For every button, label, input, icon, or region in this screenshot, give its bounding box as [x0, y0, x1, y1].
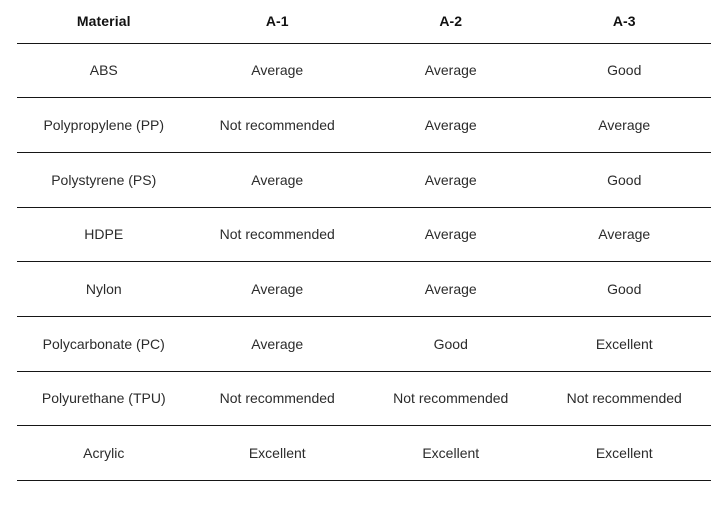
rating-cell: Excellent: [537, 425, 711, 481]
rating-cell: Not recommended: [537, 371, 711, 427]
material-cell: Acrylic: [17, 425, 191, 481]
rating-cell: Good: [537, 261, 711, 317]
rating-cell: Not recommended: [190, 207, 364, 263]
rating-cell: Excellent: [364, 425, 538, 481]
column-header-material: Material: [17, 0, 191, 44]
rating-cell: Good: [537, 152, 711, 208]
rating-cell: Average: [190, 261, 364, 317]
rating-cell: Average: [537, 97, 711, 153]
rating-cell: Average: [364, 97, 538, 153]
material-cell: Polypropylene (PP): [17, 97, 191, 153]
material-cell: Polyurethane (TPU): [17, 371, 191, 427]
column-header-a1: A-1: [190, 0, 364, 44]
rating-cell: Average: [364, 261, 538, 317]
rating-cell: Average: [190, 152, 364, 208]
material-cell: ABS: [17, 43, 191, 99]
table-row: ABS Average Average Good: [17, 43, 711, 99]
table-body: ABS Average Average Good Polypropylene (…: [17, 43, 711, 481]
rating-cell: Not recommended: [190, 371, 364, 427]
materials-compatibility-table: Material A-1 A-2 A-3 ABS Average Average…: [17, 0, 711, 481]
rating-cell: Average: [190, 316, 364, 372]
rating-cell: Good: [364, 316, 538, 372]
table-row: Nylon Average Average Good: [17, 261, 711, 317]
rating-cell: Average: [364, 207, 538, 263]
rating-cell: Average: [537, 207, 711, 263]
material-cell: Nylon: [17, 261, 191, 317]
table-row: Polystyrene (PS) Average Average Good: [17, 152, 711, 208]
table-row: Polypropylene (PP) Not recommended Avera…: [17, 97, 711, 153]
rating-cell: Not recommended: [190, 97, 364, 153]
table-row: Acrylic Excellent Excellent Excellent: [17, 425, 711, 481]
rating-cell: Average: [190, 43, 364, 99]
table-row: HDPE Not recommended Average Average: [17, 207, 711, 263]
header-row: Material A-1 A-2 A-3: [17, 0, 711, 44]
rating-cell: Good: [537, 43, 711, 99]
rating-cell: Excellent: [190, 425, 364, 481]
rating-cell: Average: [364, 152, 538, 208]
material-cell: HDPE: [17, 207, 191, 263]
materials-compatibility-table-container: Material A-1 A-2 A-3 ABS Average Average…: [17, 0, 711, 481]
table-row: Polycarbonate (PC) Average Good Excellen…: [17, 316, 711, 372]
column-header-a2: A-2: [364, 0, 538, 44]
material-cell: Polystyrene (PS): [17, 152, 191, 208]
rating-cell: Average: [364, 43, 538, 99]
table-header: Material A-1 A-2 A-3: [17, 0, 711, 44]
table-row: Polyurethane (TPU) Not recommended Not r…: [17, 371, 711, 427]
rating-cell: Not recommended: [364, 371, 538, 427]
material-cell: Polycarbonate (PC): [17, 316, 191, 372]
rating-cell: Excellent: [537, 316, 711, 372]
column-header-a3: A-3: [537, 0, 711, 44]
